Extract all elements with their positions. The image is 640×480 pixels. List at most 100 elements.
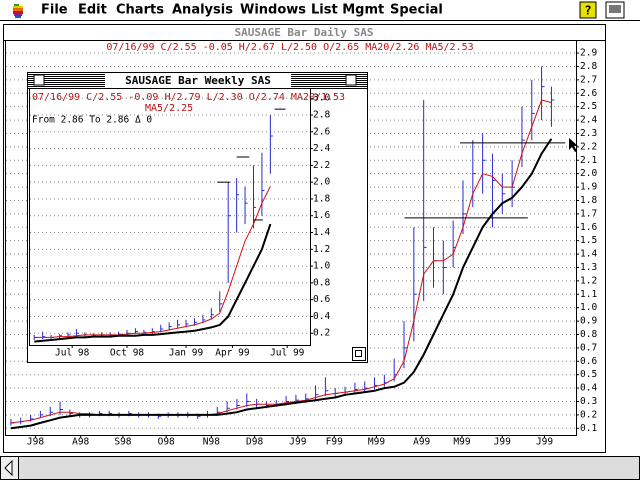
price-bar: [531, 79, 535, 141]
x-tick-label: F99: [326, 437, 343, 448]
y-tick-label: 2.8: [580, 61, 597, 72]
menu-item[interactable]: List Mgmt: [311, 3, 384, 18]
close-box[interactable]: [33, 74, 45, 86]
y-tick-label: 0.1: [580, 423, 597, 434]
menu-item[interactable]: Charts: [116, 3, 164, 18]
x-tick-label: Jul 99: [270, 348, 305, 359]
moving-average: [34, 186, 271, 338]
x-tick-label: M99: [368, 437, 385, 448]
y-tick-label: 3.0: [313, 93, 330, 104]
x-tick-label: N98: [203, 437, 220, 448]
y-tick-label: 1.1: [580, 289, 597, 300]
y-tick-label: 0.7: [580, 342, 597, 353]
price-bar: [374, 377, 378, 390]
y-tick-label: 0.6: [580, 356, 597, 367]
x-tick-label: Apr 99: [215, 348, 250, 359]
price-bar: [442, 240, 447, 295]
y-tick-label: 2.2: [580, 141, 597, 152]
x-tick-label: O98: [158, 437, 175, 448]
menu-item[interactable]: Windows: [240, 3, 306, 18]
price-bar: [324, 377, 329, 397]
moving-average: [10, 138, 553, 430]
y-tick-label: 1.0: [580, 302, 597, 313]
zoom-box[interactable]: [345, 74, 357, 86]
y-tick-label: 1.6: [580, 222, 597, 233]
y-tick-label: 2.5: [580, 101, 597, 112]
weekly-chart: 0.2 0.4 0.6 0.8 1.0 1.2 1.4 1.6 1.8 2.0 2.2 2.4 2.6 2…: [30, 93, 330, 359]
x-tick-label: J98: [27, 437, 44, 448]
menu-item[interactable]: Edit: [78, 3, 107, 18]
price-bar: [550, 86, 555, 127]
app-icon[interactable]: [605, 1, 625, 19]
price-bar: [482, 133, 486, 194]
title-backing: [105, 73, 291, 88]
scroll-bar[interactable]: [0, 456, 640, 480]
price-bar: [126, 329, 130, 336]
price-bar: [246, 393, 250, 407]
y-tick-label: 1.4: [313, 227, 330, 238]
y-tick-label: 1.0: [313, 261, 330, 272]
price-bar: [252, 165, 257, 229]
weekly-header-2: MA5/2.25: [145, 103, 193, 114]
menu-bar: [0, 0, 640, 20]
y-tick-label: 1.8: [313, 193, 330, 204]
moving-average: [34, 223, 272, 343]
price-bar: [210, 308, 214, 319]
y-tick-label: 2.0: [313, 177, 330, 188]
menu-item[interactable]: Analysis: [172, 3, 233, 18]
x-tick-label: J99: [536, 437, 553, 448]
y-tick-label: 2.6: [313, 126, 330, 137]
x-tick-label: Jul 98: [55, 348, 90, 359]
price-bar: [521, 106, 525, 167]
y-tick-label: 0.2: [580, 409, 597, 420]
menu-item[interactable]: Special: [390, 3, 443, 18]
x-tick-label: M99: [453, 437, 470, 448]
price-bar: [541, 66, 545, 121]
price-bar: [261, 152, 265, 216]
y-tick-label: 0.8: [313, 277, 330, 288]
scroll-arrow: [4, 459, 13, 477]
grow-box[interactable]: [352, 347, 366, 361]
y-tick-label: 2.9: [580, 48, 597, 59]
y-tick-label: 1.8: [580, 195, 597, 206]
help-icon[interactable]: ?: [579, 1, 597, 19]
y-tick-label: 0.4: [580, 383, 597, 394]
price-bar: [462, 180, 466, 234]
price-bar: [219, 291, 223, 313]
y-tick-label: 2.2: [313, 160, 330, 171]
y-tick-label: 1.4: [580, 249, 597, 260]
y-tick-label: 1.3: [580, 262, 597, 273]
x-tick-label: J99: [494, 437, 511, 448]
y-tick-label: 1.2: [313, 244, 330, 255]
y-tick-label: 2.7: [580, 74, 597, 85]
daily-plot-frame: [5, 40, 577, 436]
price-bar: [364, 381, 368, 393]
x-tick-label: S98: [114, 437, 131, 448]
y-tick-label: 2.6: [580, 88, 597, 99]
y-tick-label: 0.3: [580, 396, 597, 407]
y-tick-label: 2.4: [313, 143, 330, 154]
weekly-plot-frame: [29, 88, 311, 346]
y-tick-label: 0.4: [313, 311, 330, 322]
y-tick-label: 0.2: [313, 328, 330, 339]
price-bar: [39, 410, 44, 418]
price-bar: [501, 173, 506, 214]
x-tick-label: Oct 98: [110, 348, 145, 359]
y-tick-label: 1.7: [580, 208, 597, 219]
y-tick-label: 1.6: [313, 210, 330, 221]
y-tick-label: 0.8: [580, 329, 597, 340]
price-bar: [177, 319, 181, 329]
weekly-header: 07/16/99 C/2.55 -0.09 H/2.79 L/2.30 O/2.…: [32, 92, 345, 103]
x-tick-label: Jan 99: [169, 348, 204, 359]
weekly-title: SAUSAGE Bar Weekly SAS: [125, 74, 271, 87]
price-bar: [227, 182, 231, 283]
svg-text:?: ?: [584, 4, 591, 18]
y-tick-label: 2.8: [313, 110, 330, 121]
menu-item[interactable]: File: [41, 3, 68, 18]
x-tick-label: A99: [413, 437, 430, 448]
y-tick-label: 1.2: [580, 275, 597, 286]
y-tick-label: 0.9: [580, 316, 597, 327]
apple-logo[interactable]: [13, 4, 23, 18]
